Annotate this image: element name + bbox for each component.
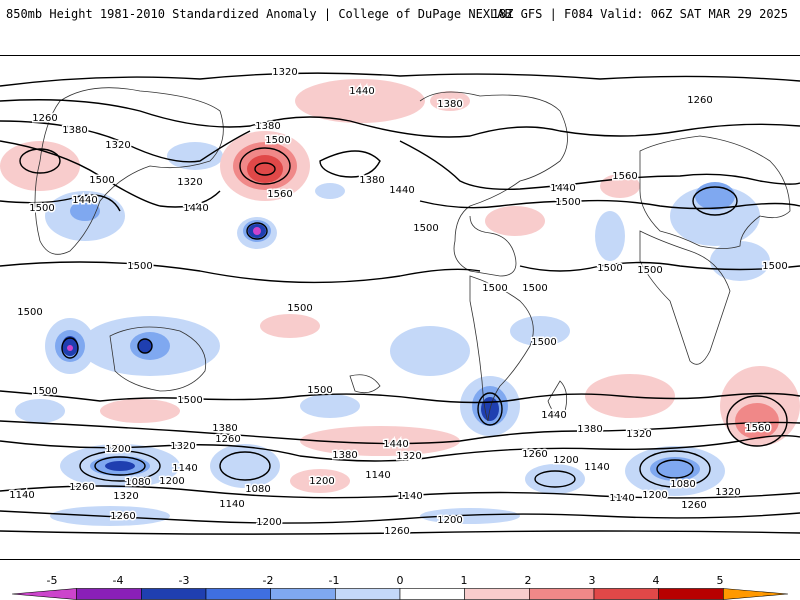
contour-label: 1500 bbox=[177, 395, 202, 406]
contour-label: 1440 bbox=[541, 410, 566, 421]
contour-label: 1140 bbox=[397, 491, 422, 502]
colorbar-cell bbox=[12, 588, 77, 600]
colorbar-tick: 0 bbox=[396, 574, 404, 587]
contour-label: 1500 bbox=[522, 283, 547, 294]
contour-label: 1200 bbox=[642, 490, 667, 501]
contour-label: 1440 bbox=[349, 86, 374, 97]
contour-label: 1200 bbox=[256, 517, 281, 528]
contour-label: 1560 bbox=[745, 423, 770, 434]
colorbar bbox=[12, 588, 788, 600]
colorbar-cell bbox=[141, 588, 207, 600]
contour-label: 1260 bbox=[110, 511, 135, 522]
colorbar-tick: 4 bbox=[652, 574, 660, 587]
contour-label: 1500 bbox=[17, 307, 42, 318]
contour-label: 1380 bbox=[332, 450, 357, 461]
contour-label: 1560 bbox=[267, 189, 292, 200]
contour-label: 1500 bbox=[89, 175, 114, 186]
colorbar-tick: -4 bbox=[112, 574, 124, 587]
contour-label: 1200 bbox=[437, 515, 462, 526]
colorbar-tick: 5 bbox=[716, 574, 724, 587]
contour-label: 1380 bbox=[437, 99, 462, 110]
colorbar-cell bbox=[205, 588, 271, 600]
colorbar-tick: -1 bbox=[328, 574, 340, 587]
contour-label: 1260 bbox=[522, 449, 547, 460]
header-bar: 850mb Height 1981-2010 Standardized Anom… bbox=[0, 0, 800, 30]
colorbar-ticks: -5 -4 -3 -2 -1 0 1 2 3 4 5 bbox=[0, 574, 800, 600]
contour-label: 1500 bbox=[637, 265, 662, 276]
contour-label: 1140 bbox=[365, 470, 390, 481]
colorbar-tick: -5 bbox=[46, 574, 58, 587]
contour-label: 1080 bbox=[245, 484, 270, 495]
contour-label: 1140 bbox=[609, 493, 634, 504]
colorbar-cell bbox=[593, 588, 659, 600]
colorbar-tick: -2 bbox=[262, 574, 274, 587]
colorbar-cell bbox=[76, 588, 142, 600]
contour-label: 1500 bbox=[265, 135, 290, 146]
colorbar-tick: 1 bbox=[460, 574, 468, 587]
colorbar-cell bbox=[723, 588, 788, 600]
contour-label: 1500 bbox=[127, 261, 152, 272]
colorbar-cell bbox=[335, 588, 401, 600]
colorbar-cell bbox=[464, 588, 530, 600]
contour-label: 1500 bbox=[32, 386, 57, 397]
contour-label: 1200 bbox=[105, 444, 130, 455]
contour-label: 1080 bbox=[670, 479, 695, 490]
contour-label: 1260 bbox=[32, 113, 57, 124]
colorbar-cell bbox=[529, 588, 595, 600]
contour-label: 1500 bbox=[287, 303, 312, 314]
contour-label: 1500 bbox=[597, 263, 622, 274]
colorbar-cell bbox=[658, 588, 724, 600]
contour-label: 1500 bbox=[555, 197, 580, 208]
contour-label: 1380 bbox=[212, 423, 237, 434]
contour-label: 1140 bbox=[172, 463, 197, 474]
colorbar-tick: -3 bbox=[178, 574, 190, 587]
contour-label: 1260 bbox=[687, 95, 712, 106]
contour-label: 1500 bbox=[307, 385, 332, 396]
contour-label: 1260 bbox=[215, 434, 240, 445]
contour-label: 1440 bbox=[389, 185, 414, 196]
coastlines bbox=[34, 87, 791, 422]
contour-label: 1200 bbox=[309, 476, 334, 487]
contour-label: 1260 bbox=[69, 482, 94, 493]
contour-label: 1560 bbox=[612, 171, 637, 182]
contour-label: 1260 bbox=[681, 500, 706, 511]
contour-label: 1260 bbox=[384, 526, 409, 537]
height-contours bbox=[0, 72, 800, 535]
contour-label: 1440 bbox=[383, 439, 408, 450]
contour-label: 1140 bbox=[584, 462, 609, 473]
contour-label: 1380 bbox=[255, 121, 280, 132]
colorbar-cell bbox=[270, 588, 336, 600]
anomaly-map: 1320 1440 1380 1260 1260 1380 1320 1500 … bbox=[0, 55, 800, 560]
colorbar-tick: 2 bbox=[524, 574, 532, 587]
contour-label: 1140 bbox=[9, 490, 34, 501]
contour-label: 1320 bbox=[170, 441, 195, 452]
map-title: 850mb Height 1981-2010 Standardized Anom… bbox=[6, 7, 512, 21]
contour-label: 1320 bbox=[177, 177, 202, 188]
contour-label: 1320 bbox=[626, 429, 651, 440]
contour-label: 1380 bbox=[62, 125, 87, 136]
contour-label: 1320 bbox=[113, 491, 138, 502]
contour-label: 1500 bbox=[531, 337, 556, 348]
contour-label: 1320 bbox=[396, 451, 421, 462]
contour-label: 1200 bbox=[553, 455, 578, 466]
contour-label: 1380 bbox=[359, 175, 384, 186]
model-run-label: 18Z GFS | F084 Valid: 06Z SAT MAR 29 202… bbox=[491, 7, 788, 21]
colorbar-cell bbox=[399, 588, 465, 600]
contour-label: 1440 bbox=[72, 195, 97, 206]
contour-label: 1320 bbox=[272, 67, 297, 78]
contour-label: 1500 bbox=[413, 223, 438, 234]
contour-label: 1440 bbox=[183, 203, 208, 214]
contour-label: 1140 bbox=[219, 499, 244, 510]
contour-label: 1440 bbox=[550, 183, 575, 194]
contour-label: 1500 bbox=[762, 261, 787, 272]
contour-labels: 1320 1440 1380 1260 1260 1380 1320 1500 … bbox=[8, 66, 789, 539]
contour-label: 1200 bbox=[159, 476, 184, 487]
contour-label: 1380 bbox=[577, 424, 602, 435]
contour-label: 1500 bbox=[29, 203, 54, 214]
contour-label: 1320 bbox=[105, 140, 130, 151]
colorbar-tick: 3 bbox=[588, 574, 596, 587]
contour-label: 1500 bbox=[482, 283, 507, 294]
contour-label: 1080 bbox=[125, 477, 150, 488]
contour-label: 1320 bbox=[715, 487, 740, 498]
